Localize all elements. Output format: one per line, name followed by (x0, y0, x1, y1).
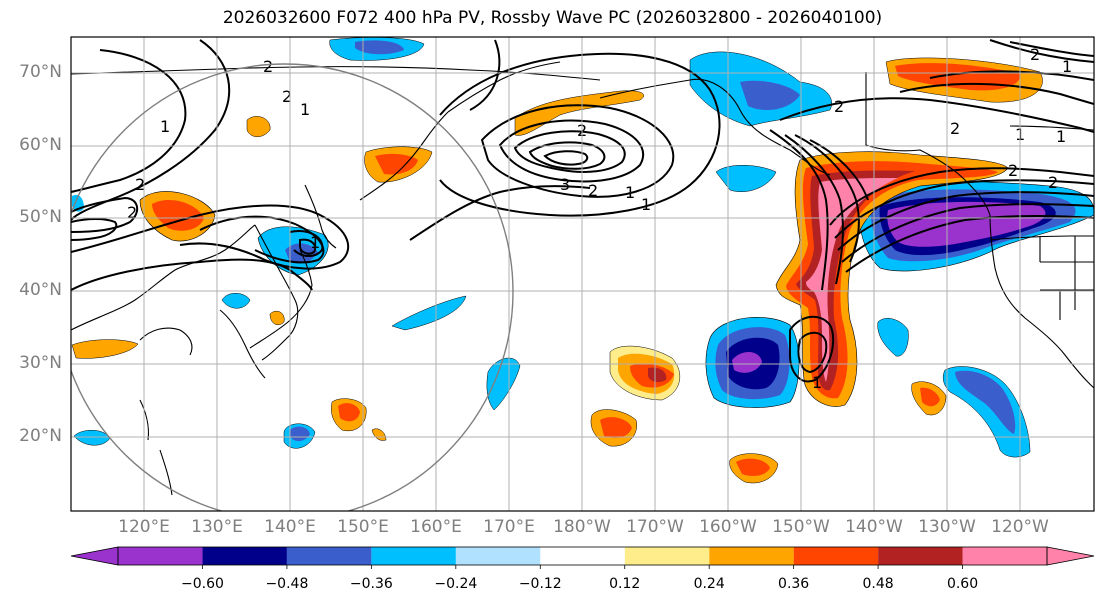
map-title: 2026032600 F072 400 hPa PV, Rossby Wave … (222, 8, 883, 28)
lon-label: 160°W (699, 517, 757, 537)
lat-label: 70°N (19, 62, 62, 82)
colorbar-tick-label: −0.36 (349, 576, 393, 592)
contour-label: 2 (1030, 45, 1040, 64)
lon-label: 180°W (553, 517, 611, 537)
colorbar-segment (793, 547, 879, 565)
colorbar-tick-label: 0.36 (778, 576, 810, 592)
colorbar-segment (878, 547, 963, 565)
colorbar-extend-high (1046, 546, 1095, 566)
colorbar-tick-label: −0.60 (181, 576, 224, 592)
lon-label: 170°W (626, 517, 684, 537)
pv-contours (71, 39, 1094, 383)
lat-label: 60°N (19, 135, 62, 155)
colorbar-segment (118, 547, 203, 565)
gridlines (71, 37, 1094, 511)
contour-label: 1 (1056, 127, 1066, 146)
colorbar-tick-label: −0.12 (518, 576, 562, 592)
contour-label: 2 (127, 203, 137, 222)
colorbar-segment (371, 547, 456, 565)
contour-label: 1 (310, 233, 320, 252)
shaded-anomalies (71, 37, 1094, 484)
colorbar (70, 546, 1095, 569)
lon-label: 150°E (337, 517, 389, 537)
contour-label: 2 (263, 57, 273, 76)
colorbar-segment (540, 547, 625, 565)
contour-label: 2 (950, 119, 960, 138)
contour-label: 1 (1062, 57, 1072, 76)
contour-label: 1 (625, 183, 635, 202)
lat-label: 50°N (19, 207, 62, 227)
reference-circle (71, 63, 514, 511)
lon-label: 140°W (845, 517, 903, 537)
contour-label: 2 (1048, 173, 1058, 192)
colorbar-tick-label: 0.24 (693, 576, 725, 592)
lat-label: 20°N (19, 426, 62, 446)
contour-label: 1 (160, 117, 170, 136)
colorbar-tick-label: 0.60 (946, 576, 979, 592)
lon-label: 170°E (483, 517, 535, 537)
lat-label: 30°N (19, 353, 62, 373)
contour-label: 2 (834, 97, 844, 116)
colorbar-segment (709, 547, 794, 565)
map-frame (70, 36, 1095, 512)
lon-label: 140°E (264, 517, 316, 537)
colorbar-outline (117, 546, 1048, 566)
colorbar-segment (286, 547, 372, 565)
lon-label: 130°W (918, 517, 976, 537)
contour-label: 1 (300, 100, 310, 119)
lon-label: 130°E (191, 517, 243, 537)
colorbar-segment (455, 547, 541, 565)
colorbar-tick-label: 0.12 (609, 576, 641, 592)
colorbar-tick-label: 0.48 (862, 576, 894, 592)
lat-label: 40°N (19, 280, 62, 300)
colorbar-segment (962, 547, 1047, 565)
colorbar-tick-label: −0.24 (434, 576, 478, 592)
lon-label: 120°W (991, 517, 1049, 537)
contour-label: 3 (560, 175, 570, 194)
lon-label: 160°E (410, 517, 462, 537)
colorbar-tick-label: −0.48 (265, 576, 309, 592)
contour-label: 1 (812, 373, 822, 392)
contour-label: 2 (588, 181, 598, 200)
coastlines (71, 61, 1094, 496)
lon-label: 120°E (118, 517, 170, 537)
contour-label: 2 (1008, 161, 1018, 180)
colorbar-segment (202, 547, 287, 565)
lon-label: 150°W (772, 517, 830, 537)
contour-label: 2 (282, 87, 292, 106)
colorbar-segment (624, 547, 710, 565)
colorbar-extend-low (70, 546, 119, 566)
contour-label: 2 (135, 175, 145, 194)
contour-label: 1 (641, 195, 651, 214)
